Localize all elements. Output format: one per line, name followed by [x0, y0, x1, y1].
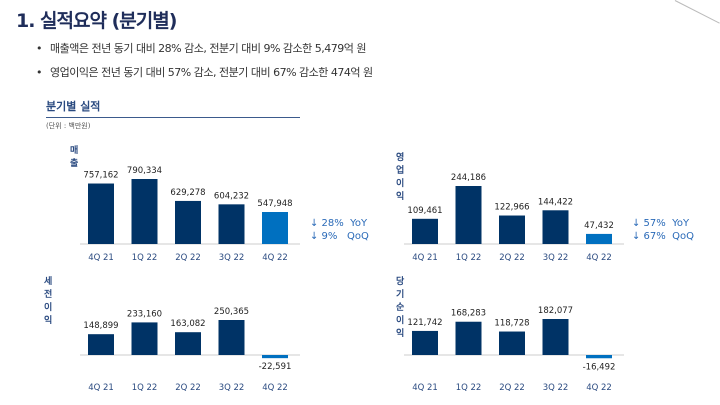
bar	[131, 179, 158, 244]
data-label: 244,186	[451, 173, 486, 183]
section-title: 분기별 실적	[46, 98, 300, 118]
x-tick-label: 2Q 22	[175, 383, 201, 393]
bar	[499, 331, 525, 355]
data-label: 122,966	[494, 203, 529, 213]
bar	[455, 186, 482, 244]
data-label: 118,728	[494, 319, 529, 329]
op-income-delta: ↓ 57% YoY ↓ 67% QoQ	[632, 217, 694, 243]
bar	[88, 334, 114, 355]
data-label: 182,077	[538, 306, 573, 316]
bar	[218, 320, 245, 355]
bar	[218, 204, 245, 244]
bar	[499, 215, 525, 244]
data-label: 109,461	[407, 206, 442, 216]
x-tick-label: 4Q 21	[88, 253, 114, 263]
summary-bullets: • 매출액은 전년 동기 대비 28% 감소, 전분기 대비 9% 감소한 5,4…	[36, 40, 373, 88]
bar	[542, 210, 569, 244]
chart-svg: 121,742 4Q 21 168,283 1Q 22 118,728 2Q 22 182,…	[404, 306, 624, 393]
data-label: 250,365	[214, 307, 249, 317]
qoq-label: ↓ 9% QoQ	[310, 231, 369, 242]
x-tick-label: 4Q 22	[262, 383, 288, 393]
unit-label: (단위 : 백만원)	[46, 122, 91, 130]
data-label: 757,162	[83, 171, 118, 181]
chart-title: 매출	[70, 146, 79, 169]
data-label: 604,232	[214, 191, 249, 201]
chart-title: 당기순이익	[396, 277, 405, 339]
data-label: 790,334	[127, 166, 162, 176]
chart-svg: 109,461 4Q 21 244,186 1Q 22 122,966 2Q 22 144,…	[404, 173, 624, 263]
x-tick-label: 2Q 22	[499, 383, 525, 393]
bullet-item: • 영업이익은 전년 동기 대비 57% 감소, 전분기 대비 67% 감소한 4…	[36, 66, 373, 79]
x-tick-label: 1Q 22	[456, 253, 482, 263]
chart-title: 세전이익	[44, 277, 53, 326]
x-tick-label: 4Q 21	[412, 383, 438, 393]
x-tick-label: 1Q 22	[132, 253, 158, 263]
data-label: 163,082	[170, 319, 205, 329]
x-tick-label: 2Q 22	[499, 253, 525, 263]
x-tick-label: 4Q 21	[412, 253, 438, 263]
data-label: 547,948	[257, 199, 292, 209]
bar	[586, 233, 612, 244]
chart-svg: 757,162 4Q 21 790,334 1Q 22 629,278 2Q 22 604,…	[80, 166, 300, 263]
data-label: 168,283	[451, 309, 486, 319]
bar	[412, 218, 438, 244]
x-tick-label: 3Q 22	[219, 383, 245, 393]
qoq-label: ↓ 67% QoQ	[632, 231, 695, 242]
data-label: -22,591	[259, 362, 292, 372]
bar	[175, 332, 201, 355]
bar	[88, 183, 114, 244]
data-label: 121,742	[407, 318, 442, 328]
bullet-text: 영업이익은 전년 동기 대비 57% 감소, 전분기 대비 67% 감소한 47…	[50, 66, 373, 79]
x-tick-label: 2Q 22	[175, 253, 201, 263]
chart-title: 영업이익	[396, 153, 405, 202]
bar	[175, 200, 201, 244]
x-tick-label: 3Q 22	[543, 383, 569, 393]
bar	[412, 330, 438, 355]
page-title: 1. 실적요약 (분기별)	[16, 10, 177, 32]
data-label: 148,899	[83, 321, 118, 331]
data-label: 629,278	[170, 188, 205, 198]
data-label: 144,422	[538, 197, 573, 207]
bullet-text: 매출액은 전년 동기 대비 28% 감소, 전분기 대비 9% 감소한 5,47…	[50, 42, 367, 55]
x-tick-label: 4Q 21	[88, 383, 114, 393]
bar	[262, 355, 288, 359]
bar	[455, 321, 482, 355]
data-label: -16,492	[583, 362, 616, 372]
bullet-item: • 매출액은 전년 동기 대비 28% 감소, 전분기 대비 9% 감소한 5,4…	[36, 42, 367, 55]
yoy-label: ↓ 28% YoY	[310, 218, 368, 229]
x-tick-label: 1Q 22	[456, 383, 482, 393]
yoy-label: ↓ 57% YoY	[632, 218, 690, 229]
x-tick-label: 3Q 22	[543, 253, 569, 263]
data-label: 47,432	[584, 221, 614, 231]
decorative-line	[674, 0, 720, 24]
x-tick-label: 3Q 22	[219, 253, 245, 263]
x-tick-label: 4Q 22	[586, 253, 612, 263]
chart-svg: 148,899 4Q 21 233,160 1Q 22 163,082 2Q 22 250,…	[80, 307, 300, 393]
x-tick-label: 4Q 22	[262, 253, 288, 263]
revenue-delta: ↓ 28% YoY ↓ 9% QoQ	[310, 217, 369, 243]
data-label: 233,160	[127, 309, 162, 319]
bar	[542, 319, 569, 355]
bar	[262, 212, 288, 244]
bar	[131, 322, 158, 355]
bar	[586, 355, 612, 359]
x-tick-label: 4Q 22	[586, 383, 612, 393]
x-tick-label: 1Q 22	[132, 383, 158, 393]
